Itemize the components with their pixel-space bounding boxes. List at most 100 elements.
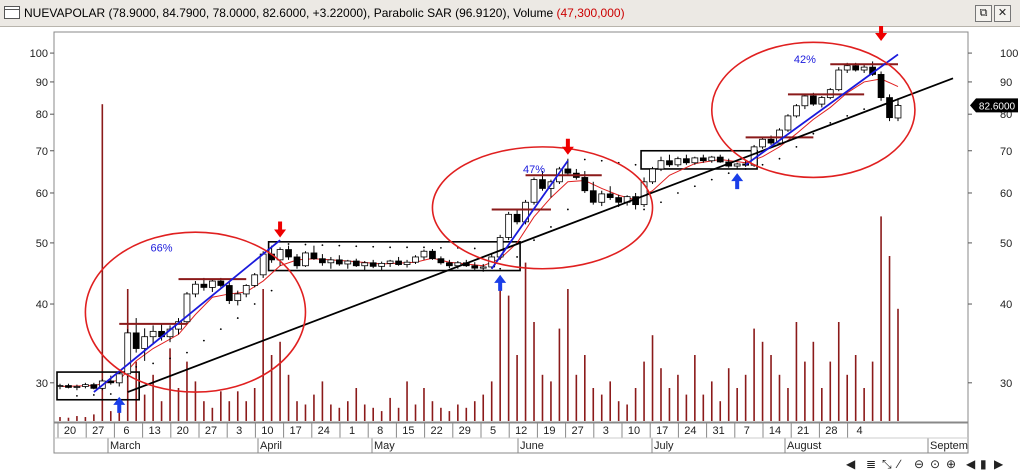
candle-body	[242, 285, 250, 295]
volume-bar	[719, 401, 722, 421]
volume-bar	[143, 394, 146, 421]
arrow-up-icon	[731, 173, 744, 190]
candle-body	[73, 386, 81, 388]
volume-bar	[440, 407, 442, 421]
x-date-label: 22	[430, 425, 442, 437]
trend-line	[745, 53, 899, 166]
volume-bar	[710, 381, 713, 421]
candle-body	[259, 253, 267, 276]
scroll-start-icon[interactable]: ◀	[966, 457, 976, 471]
y-tick-label-right: 60	[1000, 188, 1012, 200]
candle-body	[479, 266, 487, 269]
properties-icon[interactable]: ≣	[866, 457, 877, 471]
x-month-label: July	[654, 440, 674, 452]
candle-body	[733, 163, 741, 167]
trend-line	[490, 160, 569, 270]
candle	[395, 256, 402, 266]
candle	[446, 259, 453, 269]
candle	[674, 156, 682, 167]
candle-body	[149, 330, 157, 338]
candle	[124, 329, 132, 378]
candle-body	[344, 260, 352, 265]
scroll-marker-icon[interactable]: ▮	[980, 457, 987, 471]
sar-dot	[135, 365, 138, 368]
zoom-out-icon[interactable]: ⊖	[914, 457, 925, 471]
candle-body	[302, 252, 309, 267]
candle-body	[649, 168, 656, 183]
candle-body	[192, 283, 199, 295]
candle-body	[818, 97, 826, 105]
candle-body	[200, 283, 208, 288]
sar-dot	[440, 246, 442, 249]
close-window-button[interactable]: ✕	[994, 5, 1011, 22]
y-tick-label-left: 80	[36, 109, 48, 121]
arrow-down-icon	[875, 26, 888, 42]
candle-body	[395, 260, 402, 265]
y-tick-label-left: 90	[36, 77, 48, 89]
candle	[276, 247, 284, 266]
candle	[352, 258, 360, 267]
candle-body	[65, 385, 72, 388]
volume-value: (47,300,000)	[556, 6, 625, 20]
x-date-label: 14	[769, 425, 781, 437]
x-date-label: 15	[402, 425, 414, 437]
volume-bar	[304, 404, 307, 421]
volume-bar	[270, 355, 273, 421]
sar-dot	[533, 239, 535, 242]
volume-bar	[406, 381, 408, 421]
candle	[310, 245, 318, 260]
candle-body	[750, 146, 758, 166]
draw-icon[interactable]: ∕	[898, 457, 901, 471]
volume-bar	[533, 322, 535, 421]
candle-body	[132, 332, 140, 349]
gain-annotation: 47%	[523, 164, 545, 176]
volume-bar	[584, 355, 586, 421]
volume-bar	[330, 404, 332, 421]
zoom-in-icon[interactable]: ⊕	[946, 457, 957, 471]
volume-bar	[626, 404, 628, 421]
sar-dot	[829, 121, 832, 124]
candle-body	[843, 65, 851, 71]
restore-window-button[interactable]: ⧉	[975, 5, 992, 22]
sar-dot	[287, 243, 290, 245]
sar-dot	[423, 246, 425, 249]
highlight-circle	[431, 146, 654, 270]
volume-bar	[397, 407, 400, 421]
y-tick-label-left: 30	[36, 378, 48, 390]
candle-body	[386, 260, 394, 264]
volume-bar	[211, 407, 214, 421]
scale-icon[interactable]: ⤡	[882, 457, 892, 471]
candle	[378, 261, 386, 270]
sar-dot	[677, 192, 679, 194]
x-date-label: 5	[490, 425, 496, 437]
sar-dot	[152, 362, 155, 365]
x-date-label: 1	[349, 425, 355, 437]
y-tick-label-right: 90	[1000, 77, 1012, 89]
arrow-down-icon	[561, 138, 574, 155]
volume-bar	[414, 404, 417, 421]
candle	[894, 98, 902, 122]
candle-body	[420, 250, 428, 258]
x-date-label: 7	[744, 425, 750, 437]
volume-bar	[338, 407, 341, 421]
scroll-right-icon[interactable]: ▶	[994, 457, 1004, 471]
candle-body	[759, 138, 766, 148]
candle	[835, 67, 843, 92]
candle	[818, 95, 826, 108]
candle	[192, 281, 199, 298]
scroll-left-icon[interactable]: ◀	[846, 457, 856, 471]
candle	[513, 209, 521, 225]
candle-body	[564, 168, 572, 174]
candle	[115, 372, 123, 387]
candle	[209, 279, 216, 292]
candle	[251, 272, 259, 288]
candle-body	[107, 380, 115, 384]
volume-bar	[888, 256, 891, 421]
volume-bar	[355, 388, 358, 421]
zoom-icon[interactable]: ⊙	[930, 457, 941, 471]
sar-dot	[219, 328, 222, 330]
candle-body	[437, 258, 445, 264]
sar-dot	[778, 157, 781, 160]
volume-bar	[194, 381, 197, 421]
